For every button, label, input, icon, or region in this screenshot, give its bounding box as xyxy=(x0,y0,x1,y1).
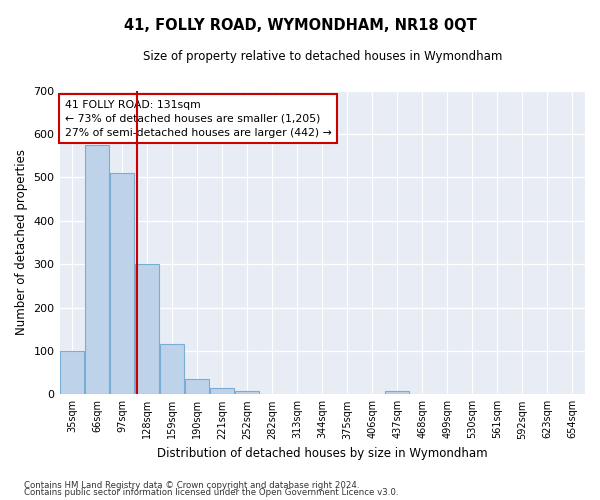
X-axis label: Distribution of detached houses by size in Wymondham: Distribution of detached houses by size … xyxy=(157,447,488,460)
Bar xyxy=(185,379,209,394)
Text: Contains HM Land Registry data © Crown copyright and database right 2024.: Contains HM Land Registry data © Crown c… xyxy=(24,480,359,490)
Bar xyxy=(85,145,109,394)
Bar xyxy=(110,173,134,394)
Text: Contains public sector information licensed under the Open Government Licence v3: Contains public sector information licen… xyxy=(24,488,398,497)
Y-axis label: Number of detached properties: Number of detached properties xyxy=(15,150,28,336)
Bar xyxy=(385,391,409,394)
Text: 41 FOLLY ROAD: 131sqm
← 73% of detached houses are smaller (1,205)
27% of semi-d: 41 FOLLY ROAD: 131sqm ← 73% of detached … xyxy=(65,100,332,138)
Bar xyxy=(135,264,159,394)
Bar xyxy=(210,388,234,394)
Bar xyxy=(60,351,84,395)
Text: 41, FOLLY ROAD, WYMONDHAM, NR18 0QT: 41, FOLLY ROAD, WYMONDHAM, NR18 0QT xyxy=(124,18,476,32)
Title: Size of property relative to detached houses in Wymondham: Size of property relative to detached ho… xyxy=(143,50,502,63)
Bar xyxy=(160,344,184,395)
Bar xyxy=(235,391,259,394)
